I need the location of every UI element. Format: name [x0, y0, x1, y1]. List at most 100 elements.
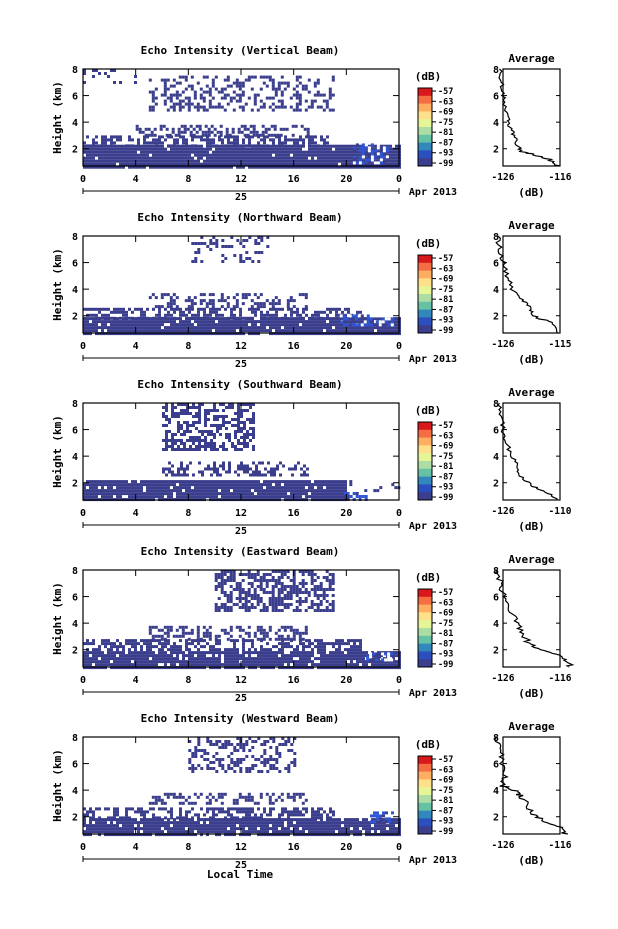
echo-cell [296, 307, 299, 311]
echo-cell [194, 242, 198, 245]
echo-cell [212, 236, 216, 239]
echo-cell [392, 329, 395, 333]
echo-cell [247, 631, 251, 635]
echo-cell [254, 648, 257, 652]
echo-cell [323, 317, 326, 321]
echo-cell [251, 307, 254, 311]
echo-cell [101, 642, 104, 646]
echo-cell [245, 156, 248, 160]
average-title: Average [508, 52, 555, 65]
echo-cell [279, 127, 283, 131]
echo-cell [243, 124, 247, 128]
echo-cell [216, 415, 219, 418]
echo-cell [359, 326, 362, 330]
echo-cell [241, 105, 245, 109]
echo-cell [390, 317, 394, 321]
echo-cell [230, 648, 233, 652]
echo-cell [314, 162, 317, 166]
echo-cell [345, 317, 349, 321]
echo-cell [165, 448, 168, 451]
echo-cell [272, 323, 275, 327]
echo-cell [221, 141, 224, 145]
colorbar-tick-label: -75 [438, 285, 453, 295]
echo-cell [146, 147, 149, 151]
echo-cell [252, 130, 256, 134]
echo-cell [233, 642, 236, 646]
echo-cell [245, 639, 248, 643]
echo-cell [179, 639, 182, 643]
echo-cell [352, 149, 356, 153]
echo-cell [289, 603, 293, 606]
echo-cell [251, 329, 254, 333]
echo-cell [116, 147, 119, 151]
echo-cell [320, 495, 323, 499]
echo-cell [197, 486, 200, 490]
echo-cell [163, 293, 167, 297]
echo-cell [257, 135, 260, 139]
echo-cell [92, 657, 95, 661]
echo-cell [226, 606, 230, 609]
echo-cell [257, 654, 260, 658]
echo-cell [162, 415, 165, 418]
echo-cell [164, 489, 167, 493]
echo-cell [262, 634, 266, 638]
echo-cell [275, 320, 278, 324]
echo-cell [135, 127, 139, 131]
echo-cell [195, 415, 198, 418]
echo-cell [104, 495, 107, 499]
echo-cell [322, 108, 326, 112]
echo-cell [293, 648, 296, 652]
echo-cell [226, 302, 230, 306]
echo-cell [140, 486, 143, 490]
echo-cell [173, 657, 176, 661]
echo-cell [322, 591, 326, 594]
echo-cell [227, 486, 230, 490]
echo-cell [271, 591, 275, 594]
echo-cell [134, 144, 137, 148]
echo-cell [279, 133, 283, 137]
echo-cell [185, 138, 188, 142]
echo-cell [284, 316, 287, 320]
echo-cell [89, 156, 92, 160]
echo-cell [197, 495, 200, 499]
echo-cell [152, 663, 155, 667]
echo-cell [266, 147, 269, 151]
echo-cell [367, 161, 371, 165]
echo-cell [225, 421, 228, 424]
echo-cell [323, 310, 326, 314]
echo-cell [298, 93, 302, 97]
echo-cell [374, 323, 377, 327]
echo-cell [217, 90, 221, 94]
echo-cell [140, 144, 143, 148]
echo-cell [352, 146, 356, 150]
echo-cell [134, 639, 137, 643]
echo-cell [224, 257, 228, 260]
echo-cell [143, 141, 146, 145]
echo-cell [320, 165, 323, 169]
echo-cell [298, 600, 302, 603]
echo-cell [197, 156, 200, 160]
echo-cell [281, 323, 284, 327]
echo-cell [200, 329, 203, 333]
echo-cell [378, 655, 382, 659]
colorbar-swatch [418, 317, 432, 326]
echo-cell [239, 150, 242, 154]
echo-cell [155, 150, 158, 154]
echo-cell [92, 153, 95, 157]
echo-cell [224, 486, 227, 490]
echo-cell [344, 147, 347, 151]
echo-cell [179, 660, 182, 664]
echo-cell [248, 486, 251, 490]
echo-cell [266, 660, 269, 664]
echo-cell [122, 317, 125, 321]
echo-cell [249, 421, 252, 424]
echo-cell [311, 153, 314, 157]
echo-cell [253, 576, 257, 579]
echo-cell [326, 654, 329, 658]
echo-cell [197, 165, 200, 169]
echo-cell [299, 663, 302, 667]
echo-cell [275, 135, 278, 139]
echo-cell [289, 594, 293, 597]
echo-cell [236, 489, 239, 493]
echo-cell [293, 483, 296, 487]
